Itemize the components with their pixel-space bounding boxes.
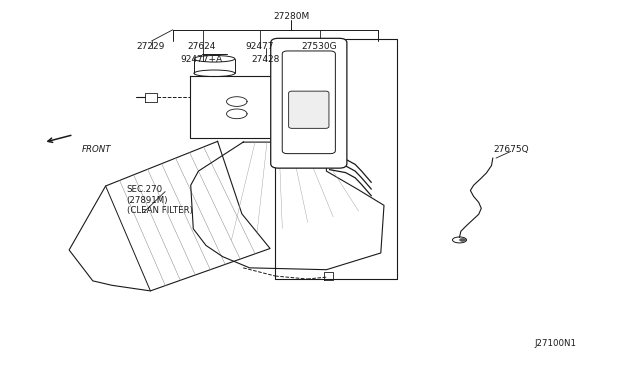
FancyBboxPatch shape [271,38,347,168]
Text: 27428: 27428 [252,55,280,64]
Ellipse shape [460,238,466,241]
Text: 92477+A: 92477+A [180,55,223,64]
Text: (27891M): (27891M) [127,196,168,205]
Text: 27280M: 27280M [273,12,309,21]
FancyBboxPatch shape [282,51,335,154]
Text: 27675Q: 27675Q [493,145,529,154]
Text: 27530G: 27530G [301,42,337,51]
Text: 92477: 92477 [245,42,273,51]
Text: 27624: 27624 [188,42,216,51]
Text: SEC.270: SEC.270 [127,185,163,194]
Text: FRONT: FRONT [82,145,111,154]
FancyBboxPatch shape [289,91,329,128]
Text: J27100N1: J27100N1 [534,339,576,348]
Text: (CLEAN FILTER): (CLEAN FILTER) [127,206,193,215]
Text: 27229: 27229 [136,42,164,51]
